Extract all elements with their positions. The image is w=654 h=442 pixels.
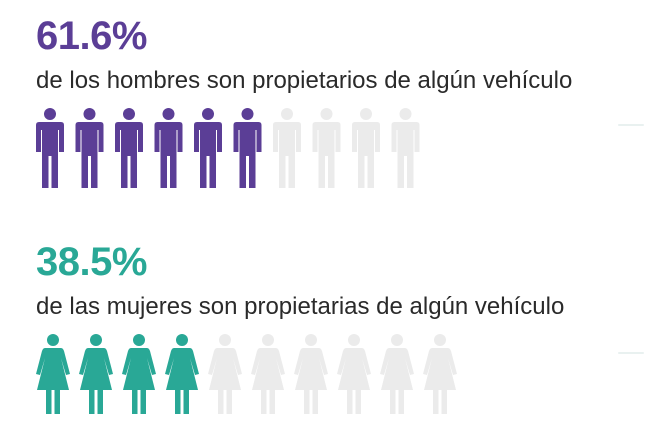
male-figure-filled-icon [36, 108, 64, 188]
men-description: de los hombres son propietarios de algún… [36, 67, 573, 94]
male-figure-empty-icon [352, 108, 380, 188]
female-figure-filled-icon [79, 334, 113, 414]
male-figure-filled-icon [194, 108, 222, 188]
men-ownership-block: 61.6% de los hombres son propietarios de… [36, 14, 572, 190]
male-figure-empty-icon [391, 108, 420, 188]
male-figure-empty-icon [273, 108, 301, 188]
male-figure-empty-icon [312, 108, 341, 188]
female-figure-filled-icon [36, 334, 70, 414]
male-figure-filled-icon [75, 108, 104, 188]
male-figure-filled-icon [233, 108, 262, 188]
female-figure-empty-icon [423, 334, 457, 414]
women-description: de las mujeres son propietarias de algún… [36, 293, 565, 320]
female-figure-empty-icon [251, 334, 285, 414]
female-figure-empty-icon [337, 334, 371, 414]
female-figure-filled-icon [122, 334, 156, 414]
male-figure-filled-icon [154, 108, 183, 188]
women-percentage: 38.5% [36, 240, 147, 284]
men-percentage: 61.6% [36, 14, 147, 58]
female-figure-empty-icon [294, 334, 328, 414]
men-pictogram-row [36, 108, 420, 188]
women-pictogram-row [36, 334, 457, 414]
decorative-divider [618, 352, 644, 354]
decorative-divider [618, 124, 644, 126]
male-figure-filled-icon [115, 108, 143, 188]
female-figure-empty-icon [208, 334, 242, 414]
female-figure-empty-icon [380, 334, 414, 414]
female-figure-filled-icon [165, 334, 199, 414]
women-ownership-block: 38.5% de las mujeres son propietarias de… [36, 240, 564, 416]
